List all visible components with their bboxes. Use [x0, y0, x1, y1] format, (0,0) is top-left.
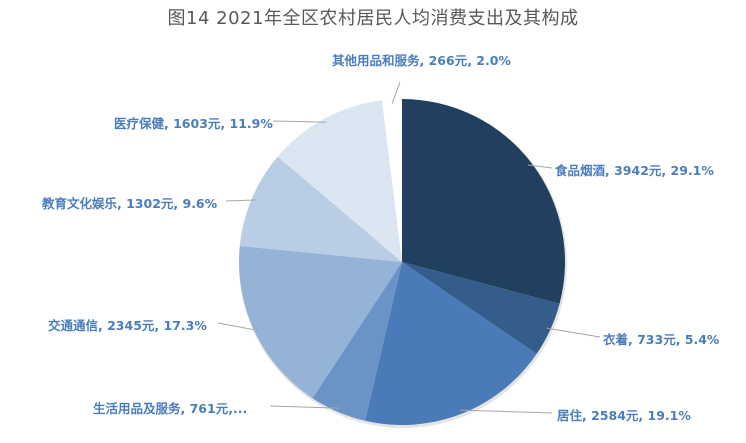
leader-line	[391, 81, 401, 104]
leader-line	[272, 120, 327, 123]
label-healthcare: 医疗保健, 1603元, 11.9%	[114, 116, 273, 131]
pie-slice	[277, 100, 402, 262]
pie-slice	[402, 262, 560, 354]
pie-slice	[239, 245, 402, 399]
pie-slice	[402, 99, 565, 304]
pie-slice	[365, 262, 537, 425]
leader-line	[459, 409, 553, 414]
label-housing: 居住, 2584元, 19.1%	[557, 408, 691, 423]
label-other: 其他用品和服务, 266元, 2.0%	[332, 53, 511, 68]
label-clothing: 衣着, 733元, 5.4%	[603, 332, 720, 347]
leader-line	[546, 327, 601, 338]
label-household-goods: 生活用品及服务, 761元,...	[93, 401, 248, 416]
leader-line	[225, 199, 256, 202]
pie-slice	[312, 262, 402, 421]
chart-title: 图14 2021年全区农村居民人均消费支出及其构成	[167, 8, 579, 29]
leader-line	[269, 405, 340, 409]
pie-slice	[239, 156, 402, 262]
leader-line	[527, 164, 553, 169]
leader-line	[217, 322, 259, 331]
label-education: 教育文化娱乐, 1302元, 9.6%	[42, 196, 218, 211]
label-food: 食品烟酒, 3942元, 29.1%	[555, 163, 714, 178]
label-transport: 交通通信, 2345元, 17.3%	[48, 318, 207, 333]
pie-slice	[381, 99, 402, 262]
